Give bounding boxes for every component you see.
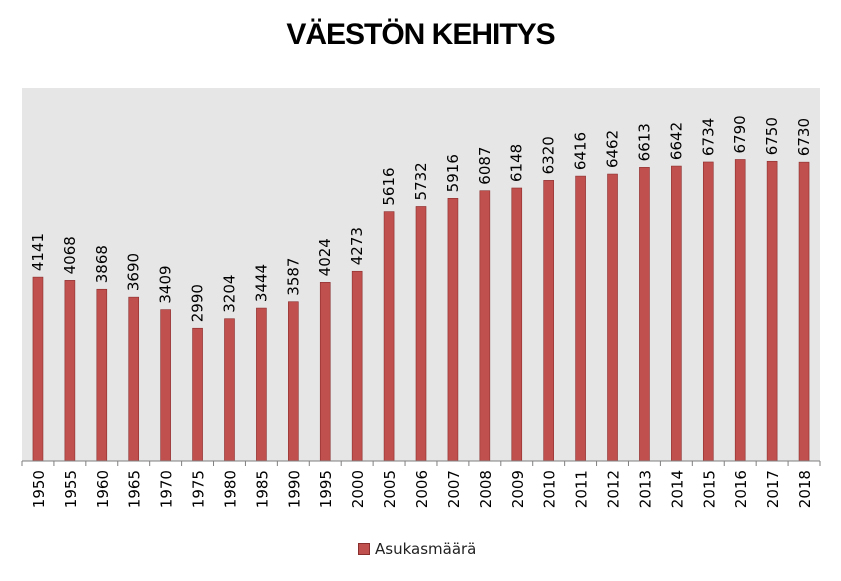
data-label-1980: 3204 (220, 275, 238, 313)
data-label-1955: 4068 (61, 236, 79, 274)
bar-1985 (256, 307, 267, 462)
bar-1970 (160, 309, 171, 462)
x-tick-label-2009: 2009 (509, 470, 527, 508)
bar-2008 (479, 190, 491, 462)
data-label-2015: 6734 (699, 118, 717, 156)
bar-1960 (96, 288, 108, 462)
bar-1965 (128, 296, 140, 462)
bar-1995 (319, 282, 331, 462)
chart-title: VÄESTÖN KEHITYS (286, 18, 555, 51)
bar-2015 (702, 161, 714, 462)
data-label-1985: 3444 (252, 264, 270, 302)
data-label-1990: 3587 (284, 258, 302, 296)
x-tick-label-1995: 1995 (317, 470, 335, 508)
data-label-1970: 3409 (157, 265, 175, 303)
data-label-1965: 3690 (125, 253, 143, 291)
x-tick-label-2012: 2012 (605, 470, 623, 508)
data-label-2006: 5732 (412, 162, 430, 200)
x-tick-label-2007: 2007 (445, 470, 463, 508)
data-label-1975: 2990 (189, 284, 207, 322)
x-tick-label-2015: 2015 (700, 470, 718, 508)
bar-2005 (383, 211, 395, 462)
bar-2000 (351, 270, 363, 462)
bar-1975 (192, 327, 203, 462)
bar-1950 (32, 276, 44, 462)
legend-swatch (358, 543, 370, 555)
bar-2018 (798, 161, 810, 462)
x-tick-label-2014: 2014 (668, 470, 686, 508)
data-label-2013: 6613 (635, 123, 653, 161)
x-tick-label-2016: 2016 (732, 470, 750, 508)
x-tick-label-2000: 2000 (349, 470, 367, 508)
x-tick-label-1950: 1950 (30, 470, 48, 508)
x-tick-label-2010: 2010 (541, 470, 559, 508)
data-label-2016: 6790 (731, 115, 749, 153)
bar-2012 (607, 173, 618, 462)
data-label-1960: 3868 (93, 245, 111, 283)
bar-1980 (224, 318, 235, 462)
x-tick-label-2013: 2013 (636, 470, 654, 508)
x-tick-label-2008: 2008 (477, 470, 495, 508)
bar-2011 (575, 175, 586, 462)
x-tick-label-1955: 1955 (62, 470, 80, 508)
bar-1955 (64, 280, 76, 462)
data-label-2005: 5616 (380, 167, 398, 205)
x-tick-label-2006: 2006 (413, 470, 431, 508)
x-tick-label-1970: 1970 (158, 470, 176, 508)
data-label-2007: 5916 (444, 154, 462, 192)
bar-2009 (511, 187, 523, 462)
x-tick-label-1985: 1985 (253, 470, 271, 508)
bar-2017 (766, 160, 778, 462)
bar-2016 (734, 159, 746, 462)
data-label-1950: 4141 (29, 233, 47, 271)
bar-2006 (415, 206, 427, 462)
data-label-2008: 6087 (476, 147, 494, 185)
x-tick-label-1975: 1975 (190, 470, 208, 508)
bar-2007 (447, 198, 459, 462)
data-label-2014: 6642 (667, 122, 685, 160)
data-label-2000: 4273 (348, 227, 366, 265)
x-tick-label-2005: 2005 (381, 470, 399, 508)
data-label-2010: 6320 (540, 136, 558, 174)
bar-2010 (543, 180, 554, 462)
data-label-2012: 6462 (604, 130, 622, 168)
data-label-2018: 6730 (795, 118, 813, 156)
x-tick-label-2018: 2018 (796, 470, 814, 508)
x-tick-label-1960: 1960 (94, 470, 112, 508)
data-label-1995: 4024 (316, 238, 334, 276)
x-tick-label-2011: 2011 (573, 470, 591, 508)
x-tick-label-1990: 1990 (285, 470, 303, 508)
bar-2013 (639, 167, 650, 462)
bar-2014 (671, 165, 682, 462)
data-label-2017: 6750 (763, 117, 781, 155)
x-tick-label-1980: 1980 (221, 470, 239, 508)
x-tick-label-1965: 1965 (126, 470, 144, 508)
bar-1990 (288, 301, 299, 462)
legend: Asukasmäärä (358, 540, 476, 558)
data-label-2009: 6148 (508, 144, 526, 182)
data-label-2011: 6416 (572, 132, 590, 170)
legend-label: Asukasmäärä (375, 540, 477, 558)
x-tick-label-2017: 2017 (764, 470, 782, 508)
